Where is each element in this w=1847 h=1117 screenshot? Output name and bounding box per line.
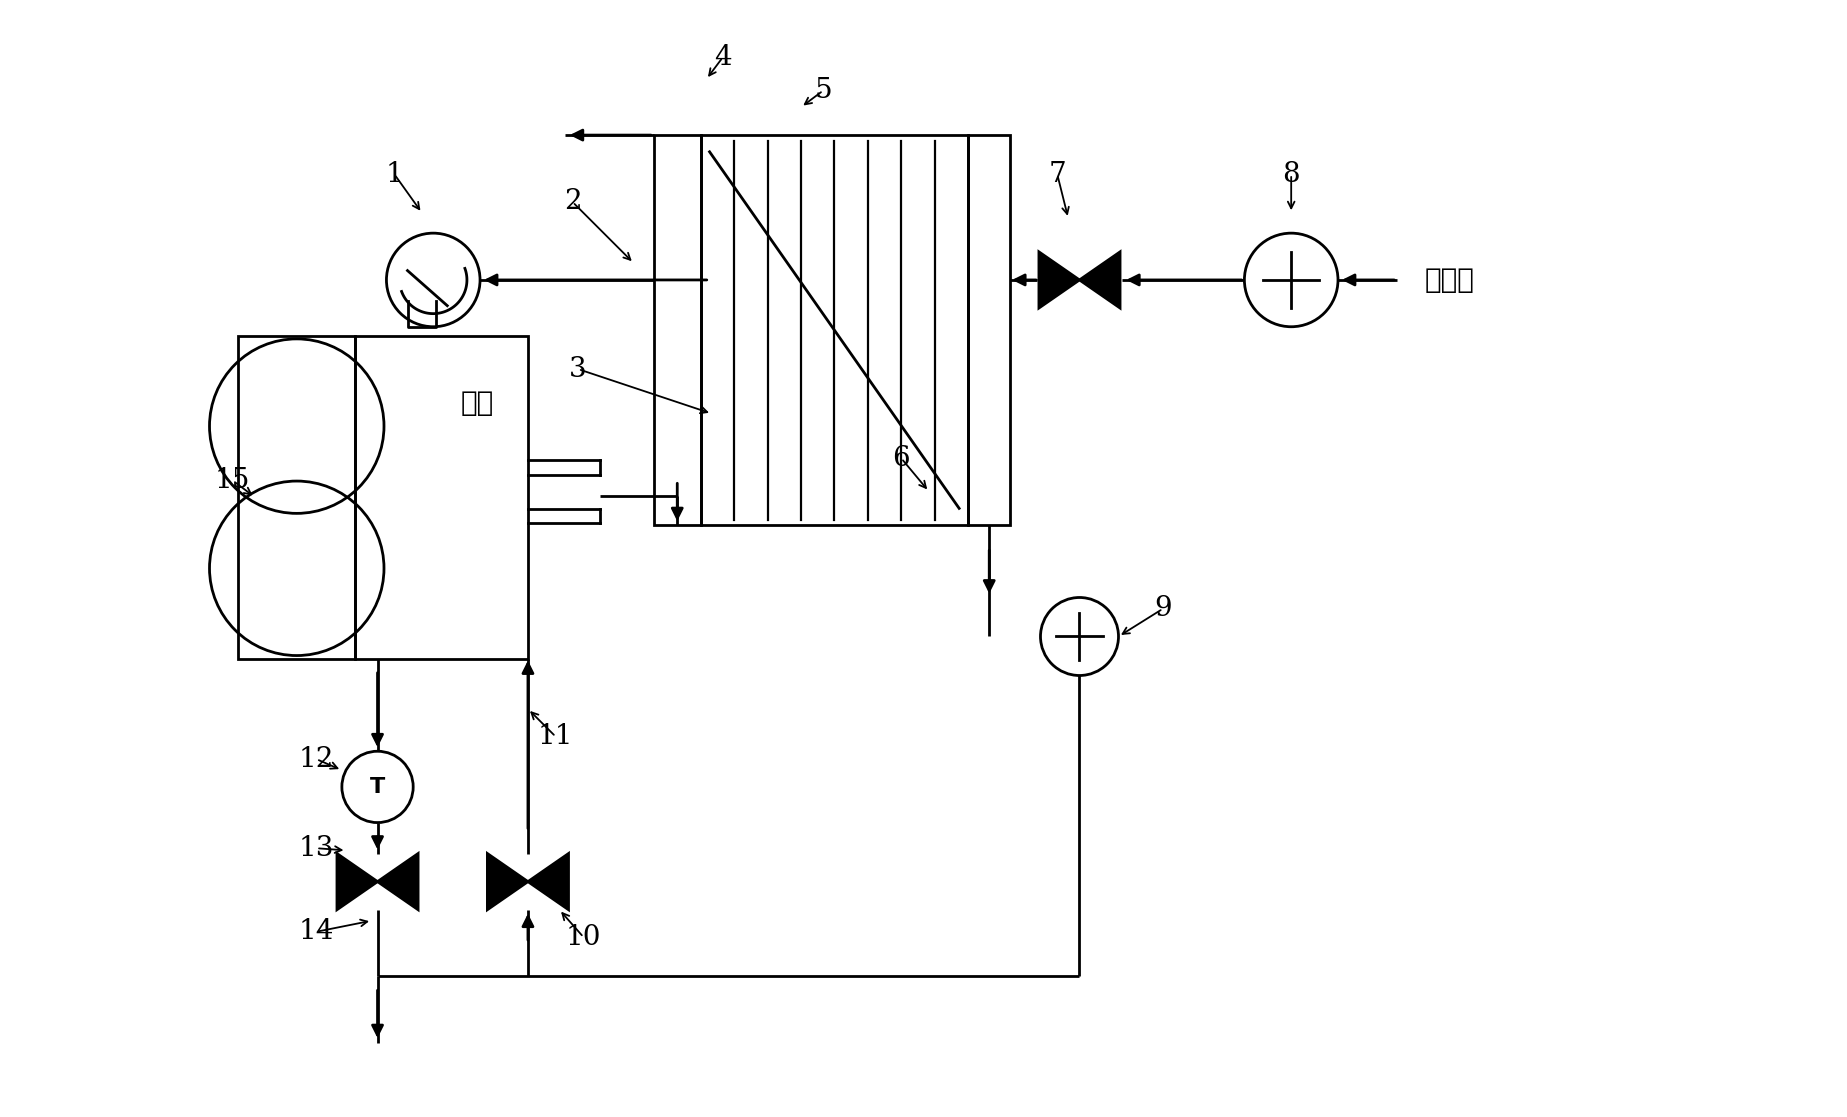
Polygon shape — [377, 853, 417, 909]
Polygon shape — [336, 853, 377, 909]
Bar — [700, 135, 968, 525]
Text: 6: 6 — [892, 445, 911, 471]
Polygon shape — [1038, 251, 1079, 308]
Bar — [238, 335, 355, 659]
Text: 冷却水: 冷却水 — [1424, 266, 1474, 294]
Polygon shape — [528, 853, 569, 909]
Text: 8: 8 — [1282, 161, 1300, 188]
Bar — [968, 135, 1010, 525]
Text: 尾气: 尾气 — [462, 389, 495, 417]
Polygon shape — [1079, 251, 1119, 308]
Text: 13: 13 — [299, 834, 334, 861]
Bar — [355, 335, 528, 659]
Text: 4: 4 — [715, 44, 731, 70]
Text: 3: 3 — [569, 355, 587, 383]
Polygon shape — [488, 853, 528, 909]
Text: 11: 11 — [537, 724, 574, 751]
Text: 5: 5 — [815, 77, 831, 104]
Text: 14: 14 — [299, 918, 334, 945]
Text: 10: 10 — [565, 924, 602, 951]
Text: T: T — [369, 777, 386, 796]
Text: 15: 15 — [214, 467, 251, 494]
Text: 7: 7 — [1049, 161, 1066, 188]
Text: 1: 1 — [386, 161, 403, 188]
Text: 2: 2 — [563, 189, 582, 216]
Text: 12: 12 — [299, 745, 334, 773]
Text: 9: 9 — [1154, 595, 1171, 622]
Bar — [654, 135, 700, 525]
